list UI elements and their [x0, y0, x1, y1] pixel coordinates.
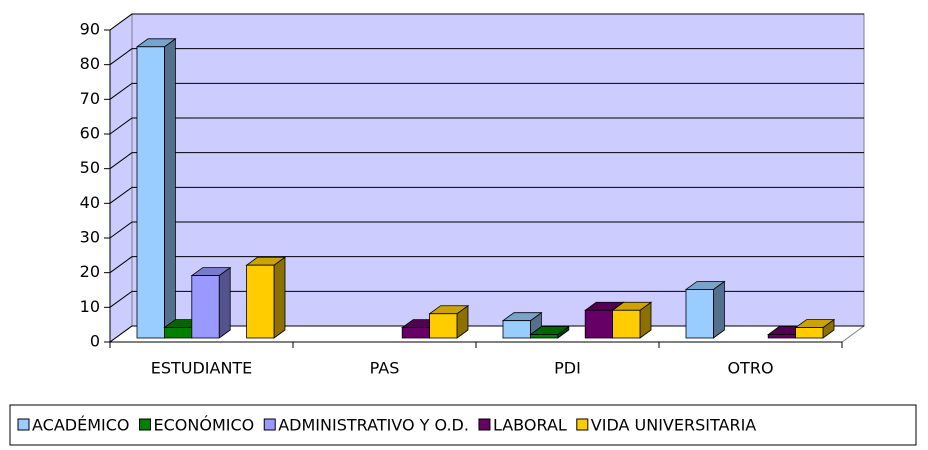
grid-line [109, 13, 864, 31]
grid-line [109, 117, 864, 135]
bar-front [612, 309, 641, 339]
bar [428, 304, 470, 339]
y-tick-label: 70 [80, 89, 100, 108]
side-wall [109, 13, 133, 343]
bar-side [713, 280, 725, 339]
legend-swatch [576, 418, 589, 431]
y-tick-label: 40 [80, 193, 100, 212]
bar-side [163, 38, 176, 339]
y-tick-label: 0 [90, 332, 100, 351]
legend-label: VIDA UNIVERSITARIA [591, 416, 756, 435]
legend-label: ECONÓMICO [154, 416, 255, 435]
bar [684, 280, 726, 339]
bar-front [429, 313, 458, 339]
bar-front [191, 275, 220, 339]
legend-swatch [139, 418, 151, 431]
y-tick-label: 50 [80, 158, 100, 177]
bar [501, 311, 543, 339]
y-tick-label: 60 [80, 124, 100, 143]
legend-label: LABORAL [493, 416, 567, 435]
bar [245, 256, 287, 339]
y-tick-label: 80 [80, 54, 100, 73]
grid-line [109, 82, 864, 100]
legend-swatch [478, 418, 491, 431]
grid-line [109, 152, 864, 170]
legend-swatch [263, 418, 276, 431]
bar-front [136, 46, 165, 339]
grid-line [109, 186, 864, 204]
y-tick-label: 10 [80, 297, 100, 316]
y-tick-label: 90 [80, 20, 100, 39]
x-tick-label: PAS [370, 359, 400, 378]
legend-label: ACADÉMICO [32, 416, 130, 435]
bar [190, 266, 232, 339]
bar-front [502, 320, 531, 339]
x-tick-label: OTRO [727, 359, 773, 378]
bar-front [584, 309, 614, 339]
legend: ACADÉMICO ECONÓMICO ADMINISTRATIVO Y O.D. L… [9, 404, 917, 446]
bar-front [795, 327, 824, 339]
bar-front [163, 327, 193, 339]
bar-front [530, 334, 559, 339]
legend-swatch [17, 418, 30, 431]
bar-front [246, 264, 275, 339]
bar-front [685, 289, 714, 339]
grid-line [109, 221, 864, 239]
legend-label: ADMINISTRATIVO Y O.D. [278, 416, 469, 435]
bar-side [273, 256, 286, 339]
x-tick-label: PDI [554, 359, 581, 378]
bar-front [401, 327, 431, 339]
grid-line [109, 48, 864, 66]
x-tick-label: ESTUDIANTE [151, 359, 253, 378]
bar [135, 38, 177, 339]
bar [794, 318, 836, 339]
bar [529, 325, 571, 339]
bar [611, 301, 653, 339]
grid-line [109, 290, 864, 308]
grid-line [109, 256, 864, 274]
back-wall [131, 13, 865, 327]
y-tick-label: 20 [80, 262, 100, 281]
bar-front [767, 334, 797, 339]
y-tick-label: 30 [80, 228, 100, 247]
legend-box [9, 404, 917, 446]
bar-side [218, 266, 231, 339]
